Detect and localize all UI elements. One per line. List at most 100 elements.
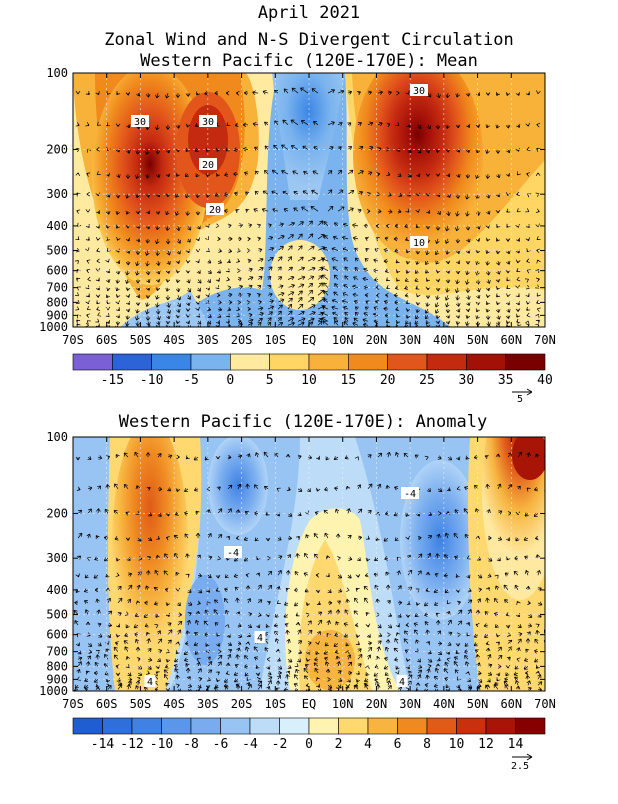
wind-vector [496,677,501,682]
wind-vector [386,680,391,686]
wind-vector [185,573,190,578]
wind-vector [365,623,371,628]
wind-vector [303,572,309,577]
wind-vector [187,325,191,327]
wind-vector [506,537,511,542]
wind-vector [427,535,433,540]
wind-vector [465,211,470,217]
x-tick-label: 40N [433,333,455,347]
wind-vector [525,648,530,653]
wind-vector [345,642,350,647]
wind-vector [475,609,481,615]
wind-vector [154,569,159,576]
wind-vector [175,93,181,98]
wind-vector [485,641,490,646]
wind-vector [165,278,171,283]
wind-vector [386,451,391,458]
x-tick-label: 10N [332,697,354,711]
wind-vector [506,208,511,213]
wind-vector [365,300,370,305]
wind-vector [175,488,181,493]
wind-vector [323,650,329,655]
wind-vector [156,173,161,178]
wind-vector [425,323,431,327]
wind-vector [227,642,233,647]
wind-vector [105,210,111,215]
wind-vector [304,552,309,559]
wind-vector [396,556,401,561]
wind-vector [196,661,201,667]
wind-vector [75,456,81,461]
colorbar-swatch [190,717,221,735]
wind-vector [175,320,181,325]
wind-vector [185,211,191,216]
figure-title: April 2021 [258,3,360,23]
wind-vector [125,270,130,276]
wind-vector [526,680,531,686]
wind-vector [116,236,121,241]
wind-vector [373,672,379,677]
wind-vector [496,315,501,320]
wind-vector [332,235,339,240]
wind-vector [417,674,422,680]
wind-vector [136,92,141,97]
wind-vector [394,452,400,458]
wind-vector [496,557,501,562]
wind-vector [271,169,279,175]
wind-vector [227,292,233,298]
wind-vector [526,487,531,492]
wind-vector [245,573,250,578]
colorbar-level-label: -10 [140,373,163,388]
wind-vector [76,319,81,324]
contour-label: 10 [413,238,425,249]
wind-vector [277,235,285,240]
wind-vector [297,512,302,517]
wind-vector [465,308,471,313]
wind-vector [185,123,191,128]
wind-vector [267,292,273,297]
wind-vector [321,305,329,310]
wind-vector [343,321,349,326]
wind-vector [107,633,112,638]
wind-vector [404,277,409,282]
wind-vector [546,147,550,150]
wind-vector [154,624,159,629]
wind-vector [324,532,329,539]
wind-vector [493,597,499,604]
wind-vector [173,535,179,539]
wind-vector [243,557,249,562]
colorbar-swatch [72,353,113,371]
wind-vector [307,620,312,626]
colorbar-swatch [72,717,103,735]
wind-vector [155,302,160,308]
y-tick-label: 500 [46,244,68,258]
wind-vector [506,556,511,561]
wind-vector [485,684,491,688]
wind-vector [277,266,282,271]
wind-vector [475,315,480,320]
wind-vector [305,602,311,606]
wind-vector [86,533,91,539]
wind-vector [395,122,400,126]
wind-vector [386,600,391,605]
wind-vector [290,144,299,150]
colorbar-swatch [387,353,428,371]
wind-vector [374,557,379,561]
y-tick-label: 900 [46,672,68,686]
wind-vector [535,554,541,559]
wind-vector [297,266,305,272]
wind-vector [301,206,309,212]
wind-vector [297,629,302,635]
wind-vector [125,194,130,199]
wind-vector [506,250,511,255]
wind-vector [403,452,409,458]
wind-vector [214,599,219,604]
wind-vector [193,456,199,461]
wind-vector [255,170,259,175]
wind-vector [224,685,229,690]
wind-vector [175,211,180,216]
wind-vector [527,600,531,606]
wind-vector [547,224,550,228]
wind-vector [435,315,441,319]
wind-vector [337,169,343,175]
